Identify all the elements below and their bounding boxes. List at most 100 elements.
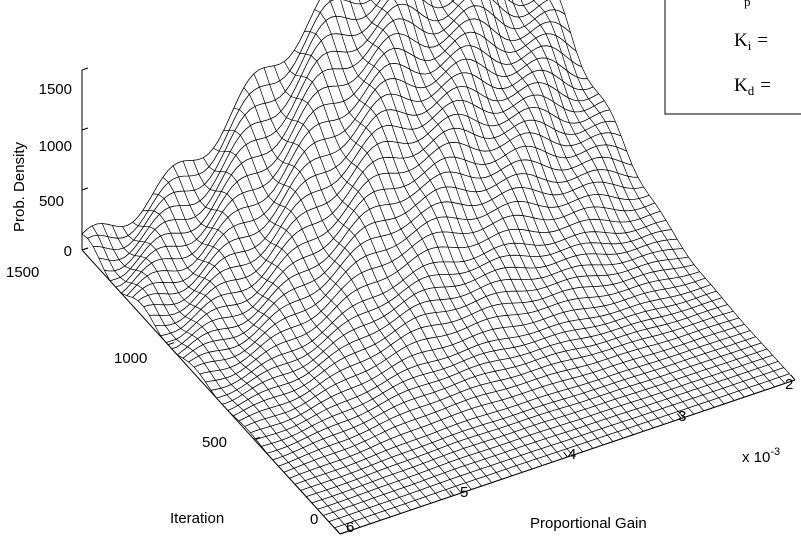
surface-iteration-line [93, 0, 381, 250]
surface-gain-line [496, 0, 735, 401]
x-axis-label: Proportional Gain [530, 515, 647, 532]
surface-iteration-line [317, 354, 773, 510]
surface-iteration-line [272, 304, 728, 461]
x-tick-label: 3 [678, 408, 686, 425]
surface-iteration-line [98, 0, 536, 261]
z-tick-mark [81, 127, 89, 131]
surface-iteration-line [227, 248, 683, 411]
surface-gain-line [273, 65, 533, 470]
surface-iteration-line [266, 297, 723, 454]
y-tick-mark [253, 436, 261, 440]
surface-iteration-line [154, 106, 610, 327]
surface-gain-line [405, 0, 644, 432]
surface-iteration-line [205, 210, 661, 383]
surface-gain-line [253, 73, 513, 477]
surface-iteration-line [132, 57, 588, 298]
y-tick-label: 0 [310, 511, 318, 528]
surface-iteration-line [87, 0, 371, 239]
surface-gain-line [304, 31, 563, 459]
surface-gain-line [263, 67, 523, 473]
legend: p Ki = Kd = [664, 0, 801, 115]
surface-iteration-line [104, 0, 549, 272]
surface-gain-line [111, 225, 371, 524]
surface-iteration-line [222, 238, 678, 405]
surface-iteration-line [306, 342, 762, 497]
surface-iteration-line [283, 317, 740, 473]
surface-iteration-line [115, 18, 571, 288]
surface-gain-line [489, 0, 725, 405]
surface-gain-line [340, 0, 594, 449]
surface-gain-line [142, 210, 401, 514]
z-tick-label: 500 [39, 193, 64, 210]
surface-iteration-line [339, 379, 796, 535]
surface-iteration-line [233, 256, 689, 417]
surface-gain-line [81, 233, 341, 535]
surface-iteration-line [300, 336, 756, 491]
x-tick-mark [676, 413, 682, 419]
surface-iteration-line [328, 367, 784, 523]
y-tick-mark [81, 247, 89, 251]
surface-iteration-line [177, 156, 633, 356]
surface-gain-line [504, 0, 745, 398]
surface-iteration-line [261, 290, 717, 447]
surface-iteration-line [323, 361, 779, 516]
surface-gain-line [422, 0, 664, 425]
surface-gain-line [91, 225, 351, 531]
surface-iteration-line [250, 277, 706, 434]
surface-iteration-line [210, 220, 667, 391]
surface-iteration-line [149, 94, 605, 316]
surface-gain-line [358, 0, 614, 442]
surface-gain-line [439, 0, 685, 418]
surface-iteration-line [188, 181, 644, 363]
z-tick-label: 0 [64, 243, 72, 260]
surface-gain-line [192, 160, 452, 497]
surface-gain-line [511, 0, 755, 394]
surface-gain-line [223, 129, 482, 487]
surface-iteration-line [121, 31, 577, 294]
legend-entry-kd: Kd = [734, 75, 771, 98]
surface-gain-line [520, 0, 765, 391]
surface-iteration-line [160, 119, 616, 336]
surface-mesh [81, 0, 796, 535]
surface-iteration-line [199, 202, 655, 375]
z-tick-label: 1000 [39, 138, 72, 155]
surface-iteration-line [255, 284, 712, 440]
x-tick-mark [449, 490, 455, 496]
y-tick-label: 500 [202, 434, 227, 451]
surface-gain-line [233, 107, 492, 483]
legend-entry-kp: p [744, 0, 751, 9]
surface-iteration-line [216, 229, 672, 399]
surface-gain-line [122, 226, 381, 521]
legend-entry-ki: Ki = [734, 30, 768, 53]
surface-iteration-line [334, 373, 790, 529]
surface-gain-line [549, 0, 786, 384]
surface-iteration-line [194, 193, 650, 368]
surface-iteration-line [244, 271, 700, 427]
surface-gain-line [182, 160, 442, 501]
surface-gain-line [314, 9, 573, 456]
y-tick-label: 1000 [114, 350, 147, 367]
surface-gain-line [283, 61, 543, 466]
surface-gain-line [213, 147, 472, 490]
z-tick-mark [81, 67, 89, 71]
surface-iteration-line [311, 348, 768, 504]
surface-iteration-line [278, 310, 734, 467]
surface-gain-line [451, 0, 695, 415]
surface-gain-line [132, 222, 391, 518]
surface-iteration-line [294, 330, 751, 485]
surface-gain-line [294, 49, 553, 463]
z-tick-mark [81, 187, 89, 191]
surface-iteration-line [165, 132, 622, 343]
surface-gain-line [480, 0, 715, 408]
surface-gain-line [532, 0, 776, 388]
surface-iteration-line [182, 169, 639, 359]
surface-iteration-line [81, 0, 320, 235]
x-multiplier-label: x 10-3 [742, 446, 780, 466]
surface-gain-line [162, 176, 422, 507]
surface-iteration-line [137, 69, 594, 302]
x-tick-label: 5 [460, 484, 468, 501]
surface-gain-line [172, 165, 432, 504]
surface-gain-line [203, 157, 462, 494]
surface-gain-line [243, 87, 503, 480]
